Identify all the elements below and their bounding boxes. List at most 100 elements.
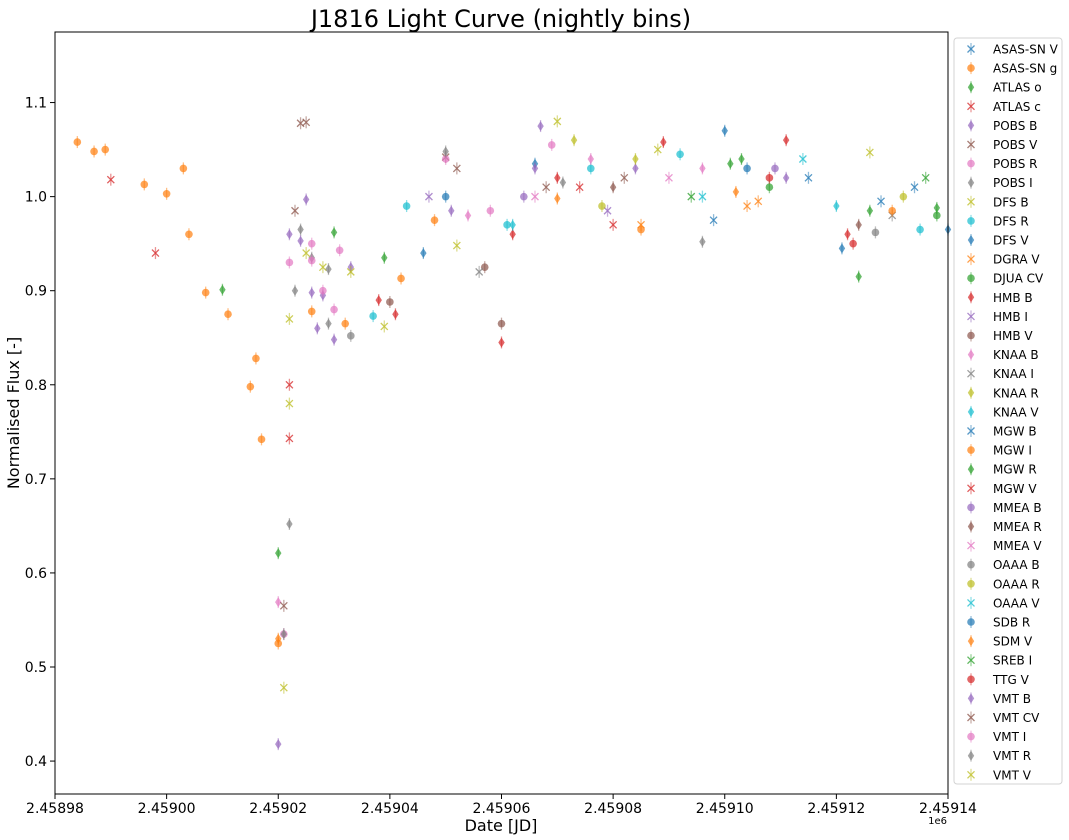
x-tick-label: 2.45908 (584, 801, 642, 817)
data-point (877, 197, 885, 206)
series-ttg-v (765, 171, 857, 250)
data-point (452, 241, 461, 250)
data-point (676, 150, 684, 159)
legend-marker (967, 312, 975, 321)
legend-marker (967, 618, 975, 626)
data-point (498, 337, 505, 348)
data-point (632, 154, 639, 164)
data-point (302, 249, 311, 258)
data-point (732, 186, 740, 197)
series-vmt-r (280, 176, 567, 641)
data-point (771, 164, 779, 173)
data-point (653, 145, 662, 154)
legend-label: SDM V (993, 635, 1033, 649)
series-knaa-r (570, 134, 639, 165)
data-point (743, 202, 752, 210)
data-point (341, 319, 350, 328)
data-point (709, 216, 718, 225)
legend-label: MGW R (993, 463, 1037, 477)
data-point (899, 192, 908, 201)
legend-label: POBS R (993, 157, 1037, 171)
data-point (855, 219, 862, 230)
legend-entry: KNAA I (967, 367, 1034, 381)
legend-entry: DGRA V (967, 253, 1040, 267)
data-point (386, 298, 394, 306)
legend-label: KNAA V (993, 405, 1039, 419)
legend-entry: DJUA CV (967, 272, 1044, 286)
data-point (297, 224, 304, 235)
data-point (699, 163, 706, 174)
data-point (660, 137, 667, 148)
data-point (587, 164, 595, 173)
legend-entry: DFS B (967, 195, 1029, 209)
data-point (547, 141, 556, 149)
data-point (452, 164, 461, 173)
legend-label: OAAA V (993, 596, 1040, 610)
legend-marker (967, 217, 975, 225)
data-point (280, 629, 288, 640)
legend-entry: ATLAS c (967, 100, 1041, 114)
x-tick-label: 2.45898 (26, 801, 84, 817)
legend-entry: KNAA R (967, 386, 1039, 400)
legend-label: POBS B (993, 119, 1037, 133)
legend-marker (967, 82, 975, 93)
legend-marker (967, 406, 975, 417)
legend-entry: ATLAS o (967, 81, 1042, 95)
data-point (509, 229, 516, 240)
x-axis-label: Date [JD] (465, 816, 538, 835)
data-point (275, 548, 282, 559)
data-point (609, 220, 618, 229)
data-point (916, 225, 924, 234)
data-point (275, 633, 282, 644)
legend-label: MMEA R (993, 520, 1042, 534)
legend-entry: POBS V (967, 138, 1038, 152)
data-point (866, 205, 874, 216)
legend-marker (967, 387, 975, 398)
data-point (637, 225, 645, 234)
legend-label: SDB R (993, 616, 1030, 630)
series-mmea-v (531, 171, 673, 203)
data-point (347, 332, 355, 340)
data-point (587, 154, 594, 164)
legend-entry: KNAA V (967, 405, 1039, 419)
data-point (302, 194, 310, 205)
data-point (285, 399, 294, 408)
series-vmt-i (280, 204, 495, 641)
legend-marker (967, 656, 975, 665)
legend-entry: MGW I (967, 444, 1032, 458)
data-point (575, 183, 584, 192)
legend-entry: MMEA B (967, 501, 1042, 515)
legend-marker (967, 484, 975, 493)
legend-marker (967, 693, 975, 704)
data-point (275, 597, 282, 608)
data-point (381, 252, 388, 263)
data-point (559, 177, 567, 188)
data-point (441, 192, 450, 201)
data-point (542, 183, 551, 192)
legend-entry: MGW R (967, 463, 1037, 477)
data-point (325, 264, 332, 275)
series-vmt-b (275, 162, 539, 751)
legend-entry: SREB I (967, 654, 1032, 668)
legend-marker (967, 732, 975, 741)
legend-label: TTG V (992, 673, 1030, 687)
y-tick-label: 0.7 (25, 472, 47, 488)
series-knaa-i (475, 209, 897, 278)
legend-entry: KNAA B (967, 348, 1039, 362)
series-mgw-b (709, 171, 813, 227)
data-point (448, 205, 455, 216)
data-point (219, 284, 226, 295)
data-point (201, 288, 210, 297)
data-point (73, 138, 82, 146)
series-dfs-v (420, 124, 952, 260)
data-point (369, 312, 377, 320)
series-knaa-v (509, 200, 840, 231)
legend-marker (967, 521, 975, 532)
legend-marker (967, 580, 975, 588)
data-point (285, 314, 294, 323)
series-oaaa-v (698, 153, 807, 203)
series-vmt-cv (279, 162, 629, 612)
data-point (721, 125, 728, 136)
series-mgw-v (285, 181, 584, 391)
legend-entry: VMT V (967, 768, 1032, 782)
